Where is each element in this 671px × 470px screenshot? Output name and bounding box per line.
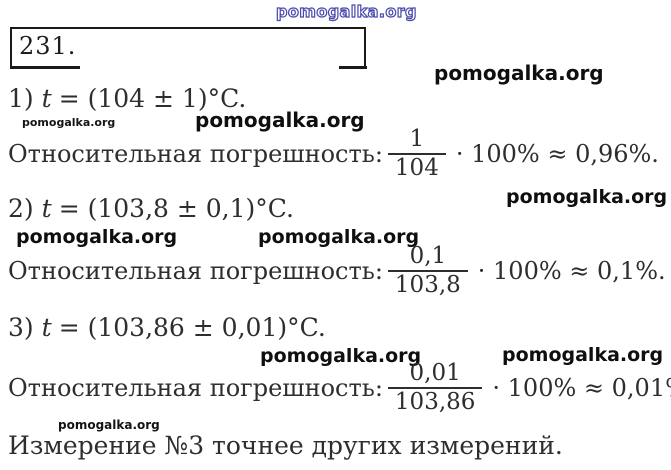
variable-t: t [41, 313, 52, 342]
relative-error-label: Относительная погрешность: [8, 257, 383, 286]
item-number: 2) [8, 194, 34, 223]
relative-error-line-2: Относительная погрешность: 0,1 103,8 · 1… [8, 243, 666, 299]
measurement-line-2: 2) t = (103,8 ± 0,1)°C. [8, 194, 294, 223]
relative-error-label: Относительная погрешность: [8, 374, 383, 403]
item-number: 3) [8, 313, 34, 342]
watermark: pomogalka.org [502, 344, 664, 366]
relative-error-line-3: Относительная погрешность: 0,01 103,86 ·… [8, 360, 671, 416]
watermark: pomogalka.org [258, 226, 420, 248]
watermark: pomogalka.org [58, 418, 160, 432]
problem-number: 231. [19, 32, 77, 60]
relative-error-result: · 100% ≈ 0,1%. [477, 257, 666, 286]
equation-value: = (103,8 ± 0,1)°C. [58, 194, 294, 223]
problem-number-box: 231. [9, 27, 367, 69]
relative-error-label: Относительная погрешность: [8, 140, 383, 169]
watermark-outline: pomogalka.org [275, 1, 417, 21]
watermark: pomogalka.org [16, 226, 178, 248]
measurement-line-3: 3) t = (103,86 ± 0,01)°C. [8, 313, 326, 342]
fraction-numerator: 1 [409, 126, 425, 152]
variable-t: t [41, 194, 52, 223]
watermark: pomogalka.org [434, 61, 604, 85]
box-bottom-left-segment [9, 66, 80, 69]
watermark: pomogalka.org [506, 186, 668, 208]
fraction: 1 104 [387, 126, 446, 182]
fraction-denominator: 103,8 [387, 270, 468, 299]
equation-value: = (103,86 ± 0,01)°C. [58, 313, 326, 342]
equation-value: = (104 ± 1)°C. [58, 84, 247, 113]
conclusion-line: Измерение №3 точнее других измерений. [8, 431, 563, 460]
relative-error-line-1: Относительная погрешность: 1 104 · 100% … [8, 126, 659, 182]
relative-error-result: · 100% ≈ 0,96%. [455, 140, 659, 169]
fraction: 0,01 103,86 [387, 360, 483, 416]
box-bottom-right-segment [338, 66, 367, 69]
fraction-denominator: 104 [387, 153, 446, 182]
measurement-line-1: 1) t = (104 ± 1)°C. [8, 84, 246, 113]
watermark: pomogalka.org [195, 108, 365, 132]
fraction-numerator: 0,01 [409, 360, 461, 386]
variable-t: t [41, 84, 52, 113]
fraction: 0,1 103,8 [387, 243, 468, 299]
fraction-numerator: 0,1 [409, 243, 447, 269]
watermark: pomogalka.org [260, 345, 422, 367]
fraction-denominator: 103,86 [387, 387, 483, 416]
relative-error-result: · 100% ≈ 0,01%. [492, 374, 671, 403]
watermark: pomogalka.org [22, 116, 116, 129]
item-number: 1) [8, 84, 34, 113]
